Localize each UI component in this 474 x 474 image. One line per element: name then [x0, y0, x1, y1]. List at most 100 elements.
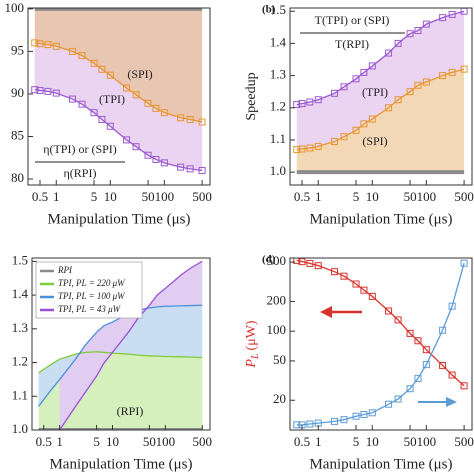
y-tick-label: 100 — [267, 322, 287, 337]
x-axis-label: Manipulation Time (μs) — [49, 456, 192, 472]
marker — [152, 155, 160, 163]
marker — [394, 39, 402, 47]
marker — [448, 68, 456, 76]
y-tick-label: 100 — [5, 0, 25, 15]
marker — [44, 41, 52, 49]
marker — [368, 292, 376, 300]
marker — [314, 142, 322, 150]
x-tick-label: 5 — [91, 189, 98, 204]
y-tick-label: 1.4 — [270, 34, 287, 49]
marker — [352, 412, 360, 420]
marker — [186, 165, 194, 173]
x-tick-label: 100 — [417, 434, 437, 449]
x-tick-label: 500 — [192, 189, 212, 204]
marker — [78, 100, 86, 108]
marker — [385, 104, 393, 112]
marker — [448, 10, 456, 18]
y-tick-label: 1.1 — [12, 387, 28, 402]
marker — [152, 104, 160, 112]
annotation: (TPI) — [362, 85, 388, 99]
x-tick-label: 5 — [93, 434, 100, 449]
x-tick-label: 50 — [142, 189, 155, 204]
x-tick-label: 10 — [104, 189, 117, 204]
marker — [331, 268, 339, 276]
annotation: η(RPI) — [64, 166, 97, 180]
marker — [406, 88, 414, 96]
marker — [448, 371, 456, 379]
marker — [352, 280, 360, 288]
marker — [414, 27, 422, 35]
marker — [340, 272, 348, 280]
marker — [439, 14, 447, 22]
plot-frame — [31, 257, 211, 431]
shaded-band — [34, 42, 203, 171]
x-tick-label: 1 — [315, 189, 322, 204]
blue-arrow — [418, 397, 457, 407]
y-tick-label: 1.3 — [270, 67, 286, 82]
legend-label: TPI, PL = 100 μW — [58, 291, 126, 301]
x-tick-label: 10 — [106, 434, 119, 449]
y-tick-label: 200 — [267, 292, 287, 307]
marker — [52, 42, 60, 50]
y-tick-label: 1.4 — [12, 286, 29, 301]
marker — [98, 115, 106, 123]
marker — [360, 120, 368, 128]
marker — [123, 84, 131, 92]
shaded-band — [296, 69, 465, 173]
y-axis-label: PL (μW) — [244, 320, 261, 369]
marker — [422, 346, 430, 354]
shaded-band — [34, 8, 203, 123]
marker — [293, 146, 301, 154]
shaded-band — [38, 305, 203, 407]
x-tick-label: 50 — [143, 434, 156, 449]
series-line — [296, 259, 465, 387]
marker — [340, 83, 348, 91]
marker — [439, 361, 447, 369]
x-tick-label: 50 — [404, 189, 417, 204]
x-tick-label: 0.5 — [294, 434, 310, 449]
marker — [90, 109, 98, 117]
marker — [460, 382, 468, 390]
marker — [132, 91, 140, 99]
x-tick-label: 0.5 — [32, 189, 48, 204]
y-tick-label: 500 — [267, 253, 287, 268]
marker — [78, 52, 86, 60]
y-tick-label: 90 — [11, 85, 24, 100]
marker — [439, 72, 447, 80]
plot-area — [293, 8, 468, 175]
marker — [31, 86, 39, 94]
y-tick-label: 1.5 — [270, 2, 286, 17]
marker — [36, 87, 44, 95]
marker — [331, 417, 339, 425]
marker — [414, 81, 422, 89]
y-label-text: P — [244, 359, 259, 369]
marker — [44, 87, 52, 95]
marker — [132, 143, 140, 151]
marker — [414, 337, 422, 345]
x-tick-label: 500 — [454, 189, 474, 204]
marker — [406, 329, 414, 337]
plot-area — [38, 260, 203, 430]
marker — [69, 47, 77, 55]
marker — [439, 326, 447, 334]
marker — [293, 101, 301, 109]
marker — [394, 96, 402, 104]
marker — [340, 416, 348, 424]
marker — [460, 65, 468, 73]
y-tick-label: 1.2 — [270, 99, 286, 114]
y-tick-label: 20 — [273, 391, 286, 406]
y-label-sub: L — [250, 353, 261, 360]
marker — [306, 259, 314, 267]
marker — [186, 115, 194, 123]
x-axis-label: Manipulation Time (μs) — [309, 456, 452, 472]
marker — [352, 126, 360, 134]
x-tick-label: 5 — [353, 189, 360, 204]
y-tick-label: 1.0 — [270, 163, 286, 178]
marker — [123, 136, 131, 144]
marker — [368, 115, 376, 123]
y-tick-label: 1.2 — [12, 354, 28, 369]
legend-label: TPI, PL = 43 μW — [58, 304, 122, 314]
marker — [298, 145, 306, 153]
plot-frame — [289, 7, 473, 186]
x-tick-label: 10 — [366, 434, 379, 449]
